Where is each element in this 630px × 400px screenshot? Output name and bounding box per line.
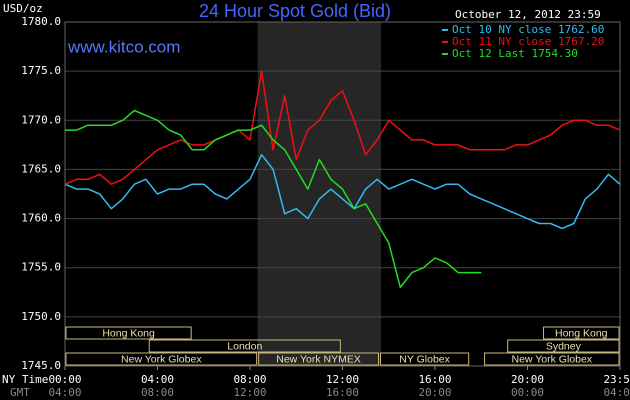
x-axis-label: NY Time (2, 373, 48, 386)
session-box (148, 339, 341, 353)
shaded-range (257, 22, 382, 366)
session-box (484, 352, 620, 366)
y-tick-label: 1770.0 (21, 113, 61, 126)
session-box (380, 352, 470, 366)
x2-tick-label: 12:00 (233, 386, 266, 399)
y-tick-label: 1745.0 (21, 359, 61, 372)
x2-axis-label: GMT (10, 386, 30, 399)
y-tick-label: 1755.0 (21, 261, 61, 274)
y-tick-label: 1780.0 (21, 15, 61, 28)
session-label: Hong Kong (102, 327, 155, 339)
session-label: New York Globex (512, 353, 593, 365)
x-tick-label: 12:00 (326, 373, 359, 386)
x-tick-label: 16:00 (418, 373, 451, 386)
timestamp: October 12, 2012 23:59 (455, 8, 601, 21)
x2-tick-label: 04:00 (603, 386, 630, 399)
session-box (65, 326, 192, 340)
x2-tick-label: 20:00 (418, 386, 451, 399)
session-label: New York Globex (121, 353, 202, 365)
x2-tick-label: 00:00 (511, 386, 544, 399)
x-tick-label: 00:00 (48, 373, 81, 386)
y-tick-label: 1775.0 (21, 64, 61, 77)
session-label: Hong Kong (555, 327, 608, 339)
x2-tick-label: 08:00 (141, 386, 174, 399)
session-label: London (227, 340, 262, 352)
watermark: www.kitco.com (67, 37, 180, 56)
series-line (64, 153, 621, 230)
legend-label: Oct 12 Last 1754.30 (452, 47, 578, 60)
y-axis-label: USD/oz (3, 2, 43, 15)
session-box (543, 326, 620, 340)
session-box (65, 352, 258, 366)
session-label: Sydney (546, 340, 582, 352)
series-line (65, 109, 482, 289)
y-tick-label: 1750.0 (21, 310, 61, 323)
y-tick-label: 1765.0 (21, 162, 61, 175)
x-tick-label: 20:00 (511, 373, 544, 386)
series-line (64, 70, 621, 185)
x-tick-label: 04:00 (141, 373, 174, 386)
session-label: NY Globex (399, 353, 450, 365)
y-tick-label: 1760.0 (21, 212, 61, 225)
x2-tick-label: 04:00 (48, 386, 81, 399)
x-tick-label: 08:00 (233, 373, 266, 386)
legend-label: Oct 10 NY close 1762.60 (452, 23, 604, 36)
chart-title: 24 Hour Spot Gold (Bid) (199, 1, 391, 21)
session-label: New York NYMEX (276, 353, 361, 365)
session-box (507, 339, 620, 353)
plot-frame (64, 21, 621, 367)
session-box (258, 352, 380, 366)
x2-tick-label: 16:00 (326, 386, 359, 399)
legend-label: Oct 11 NY close 1767.20 (452, 35, 604, 48)
x-tick-label: 23:59 (603, 373, 630, 386)
